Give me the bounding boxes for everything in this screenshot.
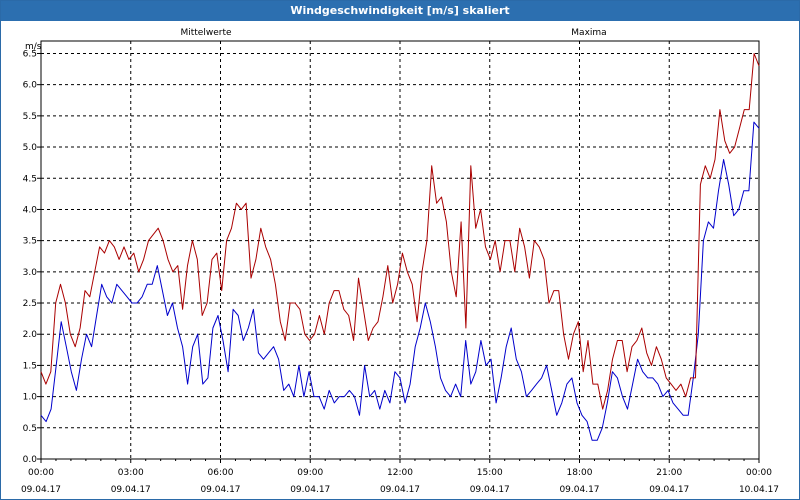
y-tick-label: 5.0 [23, 143, 38, 153]
chart-canvas: 0.0 0.5 1.0 1.5 2.0 2.5 3.0 3.5 4.0 4.5 5.0 5.5 6.0 6… [21, 28, 779, 495]
x-tick-time-label: 00:00 [28, 468, 54, 478]
x-tick-date-label: 09.04.17 [111, 485, 151, 495]
x-tick-date-label: 10.04.17 [739, 485, 779, 495]
series-layer [40, 53, 760, 441]
x-tick-time-label: 15:00 [477, 468, 503, 478]
y-tick-label: 2.5 [23, 299, 37, 309]
y-tick-label: 4.5 [23, 174, 37, 184]
x-tick-time-label: 06:00 [208, 468, 234, 478]
y-tick-label: 0.0 [23, 455, 38, 465]
legend-maxima: Maxima [571, 28, 606, 38]
y-tick-label: 6.0 [23, 81, 38, 91]
x-tick-time-label: 09:00 [297, 468, 323, 478]
axes: 0.0 0.5 1.0 1.5 2.0 2.5 3.0 3.5 4.0 4.5 5.0 5.5 6.0 6… [21, 40, 779, 495]
x-tick-time-label: 18:00 [567, 468, 593, 478]
x-tick-time-label: 00:00 [746, 468, 772, 478]
x-tick-date-label: 09.04.17 [649, 485, 689, 495]
y-tick-label: 1.0 [23, 393, 38, 403]
x-tick-date-label: 09.04.17 [21, 485, 61, 495]
x-tick-time-label: 12:00 [387, 468, 413, 478]
y-tick-label: 1.5 [23, 361, 37, 371]
y-tick-label: 6.5 [23, 49, 37, 59]
x-tick-time-label: 03:00 [118, 468, 144, 478]
series-line-mittelwerte [40, 121, 760, 441]
y-tick-label: 3.0 [23, 268, 38, 278]
y-tick-label: 4.0 [23, 205, 38, 215]
y-tick-label: 2.0 [23, 330, 38, 340]
plot-border [40, 40, 760, 460]
x-tick-time-label: 21:00 [656, 468, 682, 478]
y-tick-label: 0.5 [23, 424, 37, 434]
grid [41, 41, 759, 459]
y-axis-label: m/s [25, 42, 42, 52]
series-line-maxima [40, 53, 760, 410]
x-tick-date-label: 09.04.17 [200, 485, 240, 495]
x-tick-date-label: 09.04.17 [559, 485, 599, 495]
y-tick-label: 3.5 [23, 237, 37, 247]
window-title: Windgeschwindigkeit [m/s] skaliert [1, 1, 799, 21]
y-tick-label: 5.5 [23, 112, 37, 122]
x-tick-date-label: 09.04.17 [290, 485, 330, 495]
x-tick-date-label: 09.04.17 [470, 485, 510, 495]
legend-mittelwerte: Mittelwerte [180, 28, 231, 38]
x-tick-date-label: 09.04.17 [380, 485, 420, 495]
